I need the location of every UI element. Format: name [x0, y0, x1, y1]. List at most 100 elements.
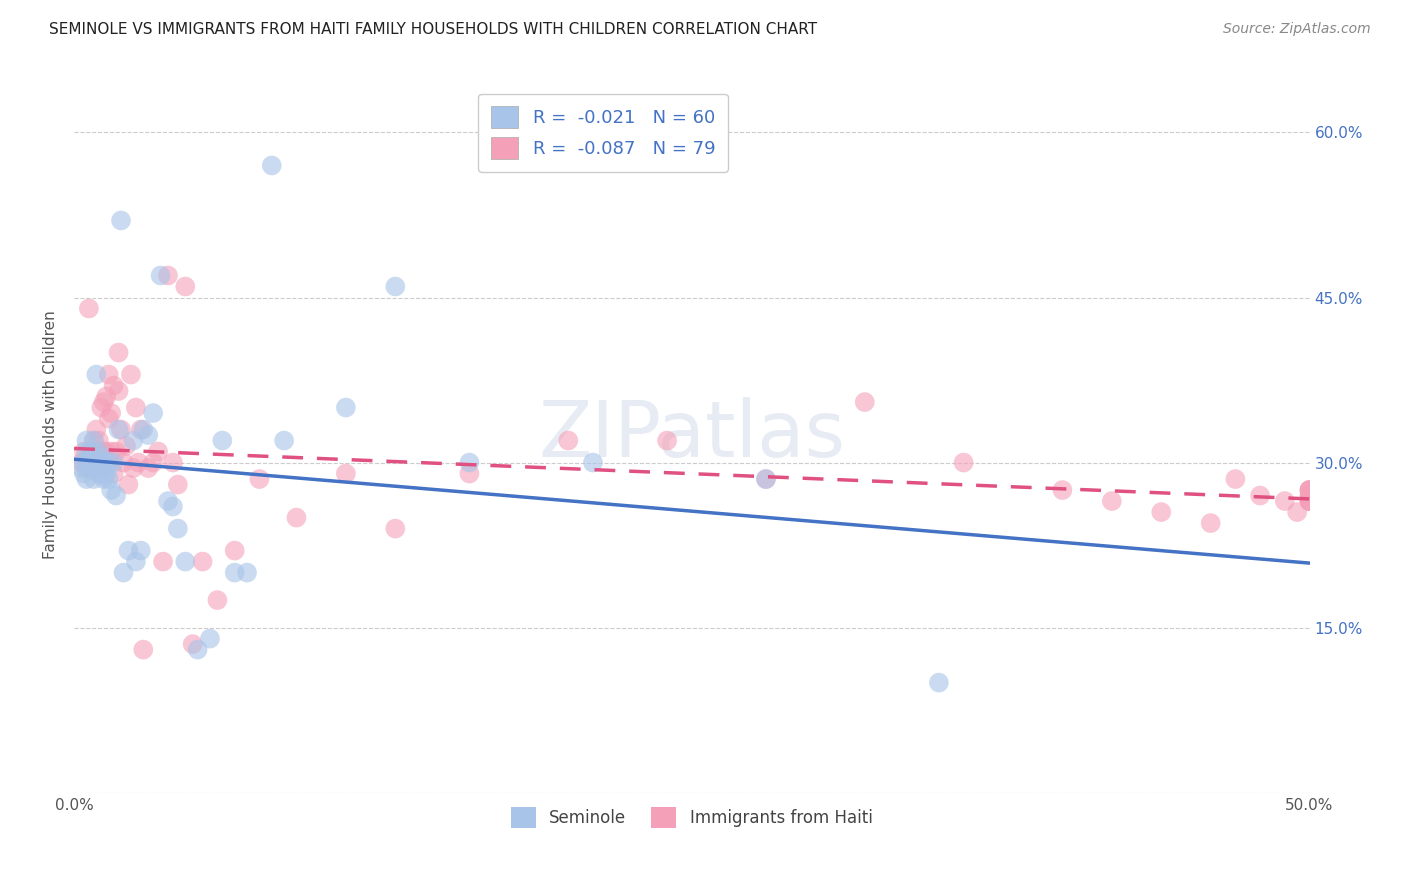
Point	[75, 444, 97, 458]
Point	[384, 279, 406, 293]
Point	[83, 434, 105, 448]
Point	[73, 467, 96, 481]
Point	[129, 543, 152, 558]
Point	[73, 444, 96, 458]
Point	[87, 444, 110, 458]
Point	[142, 456, 165, 470]
Point	[136, 428, 159, 442]
Text: Source: ZipAtlas.com: Source: ZipAtlas.com	[1223, 22, 1371, 37]
Point	[83, 472, 105, 486]
Point	[122, 461, 145, 475]
Point	[87, 456, 110, 470]
Y-axis label: Family Households with Children: Family Households with Children	[44, 310, 58, 559]
Point	[129, 423, 152, 437]
Point	[105, 489, 128, 503]
Point	[384, 522, 406, 536]
Point	[1298, 483, 1320, 497]
Point	[285, 510, 308, 524]
Point	[75, 472, 97, 486]
Text: SEMINOLE VS IMMIGRANTS FROM HAITI FAMILY HOUSEHOLDS WITH CHILDREN CORRELATION CH: SEMINOLE VS IMMIGRANTS FROM HAITI FAMILY…	[49, 22, 817, 37]
Point	[100, 406, 122, 420]
Point	[142, 406, 165, 420]
Point	[100, 483, 122, 497]
Point	[1298, 483, 1320, 497]
Point	[1101, 494, 1123, 508]
Point	[103, 456, 125, 470]
Point	[80, 456, 103, 470]
Point	[87, 467, 110, 481]
Point	[97, 368, 120, 382]
Point	[93, 472, 115, 486]
Point	[211, 434, 233, 448]
Point	[100, 444, 122, 458]
Point	[260, 159, 283, 173]
Point	[87, 461, 110, 475]
Point	[70, 461, 93, 475]
Legend: Seminole, Immigrants from Haiti: Seminole, Immigrants from Haiti	[505, 801, 879, 834]
Point	[107, 384, 129, 398]
Point	[110, 213, 132, 227]
Point	[112, 566, 135, 580]
Point	[70, 456, 93, 470]
Point	[156, 494, 179, 508]
Point	[107, 345, 129, 359]
Point	[132, 642, 155, 657]
Point	[174, 555, 197, 569]
Point	[167, 522, 190, 536]
Point	[125, 401, 148, 415]
Point	[83, 456, 105, 470]
Point	[87, 434, 110, 448]
Point	[80, 461, 103, 475]
Point	[273, 434, 295, 448]
Point	[247, 472, 270, 486]
Point	[117, 543, 139, 558]
Point	[174, 279, 197, 293]
Point	[103, 378, 125, 392]
Point	[90, 467, 112, 481]
Point	[1052, 483, 1074, 497]
Point	[582, 456, 605, 470]
Point	[458, 467, 481, 481]
Point	[1298, 483, 1320, 497]
Point	[655, 434, 678, 448]
Point	[162, 456, 184, 470]
Point	[90, 450, 112, 464]
Point	[75, 461, 97, 475]
Point	[127, 456, 149, 470]
Point	[112, 456, 135, 470]
Point	[335, 467, 357, 481]
Point	[191, 555, 214, 569]
Point	[162, 500, 184, 514]
Point	[77, 301, 100, 316]
Point	[1150, 505, 1173, 519]
Point	[107, 423, 129, 437]
Point	[928, 675, 950, 690]
Point	[224, 543, 246, 558]
Point	[77, 450, 100, 464]
Point	[152, 555, 174, 569]
Point	[755, 472, 778, 486]
Point	[80, 444, 103, 458]
Point	[93, 395, 115, 409]
Point	[86, 456, 108, 470]
Point	[167, 477, 190, 491]
Point	[149, 268, 172, 283]
Point	[122, 434, 145, 448]
Point	[117, 477, 139, 491]
Point	[1298, 489, 1320, 503]
Point	[87, 444, 110, 458]
Point	[146, 444, 169, 458]
Point	[952, 456, 974, 470]
Point	[86, 461, 108, 475]
Point	[224, 566, 246, 580]
Point	[105, 444, 128, 458]
Point	[335, 401, 357, 415]
Point	[125, 555, 148, 569]
Point	[93, 456, 115, 470]
Point	[853, 395, 876, 409]
Point	[80, 461, 103, 475]
Point	[110, 423, 132, 437]
Point	[83, 450, 105, 464]
Point	[96, 390, 118, 404]
Point	[73, 456, 96, 470]
